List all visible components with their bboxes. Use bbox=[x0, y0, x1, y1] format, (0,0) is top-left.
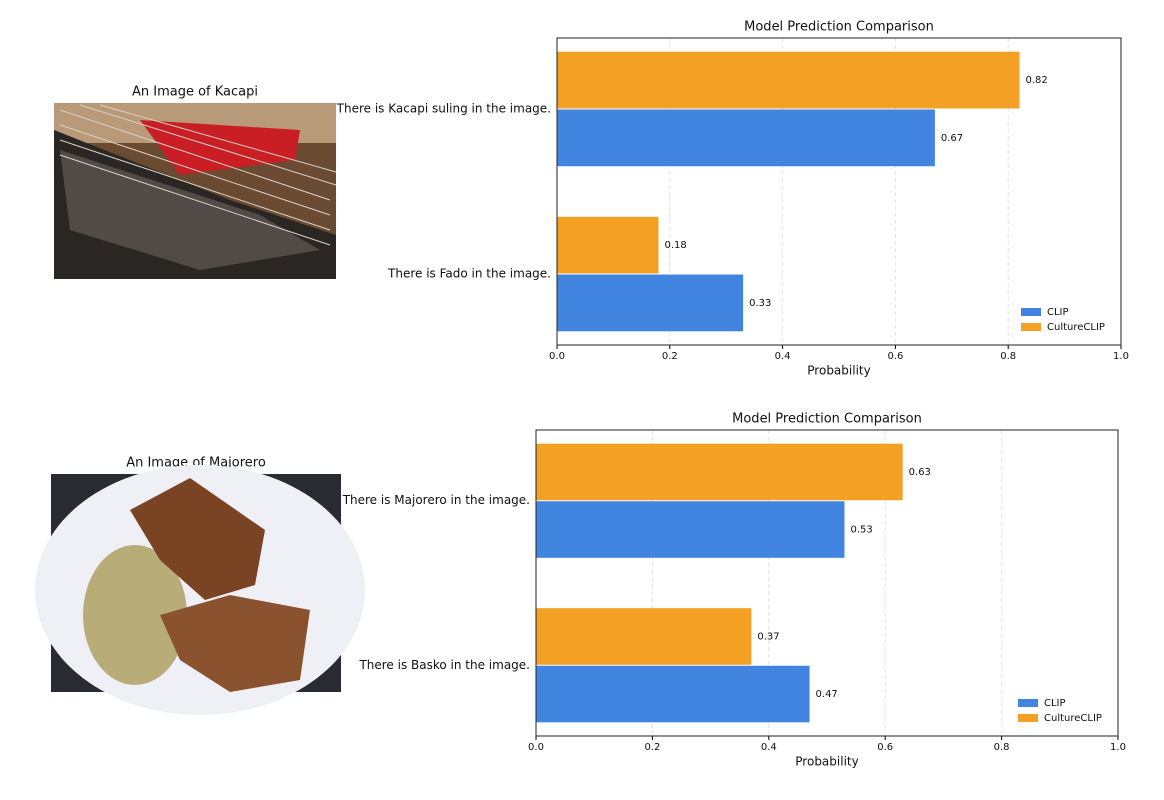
x-tick-label: 0.0 bbox=[528, 742, 544, 753]
chart-title: Model Prediction Comparison bbox=[732, 412, 922, 427]
value-label: 0.47 bbox=[816, 689, 838, 700]
legend-swatch bbox=[1021, 323, 1041, 331]
x-axis-label: Probability bbox=[795, 755, 858, 769]
bar bbox=[557, 274, 744, 332]
y-tick-label: There is Basko in the image. bbox=[358, 658, 530, 672]
y-tick-label: There is Majorero in the image. bbox=[342, 493, 530, 507]
value-label: 0.53 bbox=[850, 525, 872, 536]
bar bbox=[557, 51, 1020, 109]
x-tick-label: 1.0 bbox=[1113, 351, 1129, 362]
x-tick-label: 1.0 bbox=[1110, 742, 1126, 753]
image-title: An Image of Majorero bbox=[126, 456, 266, 471]
bar bbox=[536, 501, 845, 558]
value-label: 0.67 bbox=[941, 133, 963, 144]
bar bbox=[536, 608, 752, 665]
kacapi-photo bbox=[54, 103, 337, 279]
x-tick-label: 0.0 bbox=[549, 351, 565, 362]
x-tick-label: 0.8 bbox=[1000, 351, 1016, 362]
value-label: 0.18 bbox=[665, 240, 687, 251]
value-label: 0.82 bbox=[1025, 75, 1047, 86]
x-tick-label: 0.6 bbox=[877, 742, 893, 753]
legend-label: CLIP bbox=[1044, 698, 1066, 709]
plot-frame bbox=[556, 37, 1122, 346]
bar bbox=[536, 443, 903, 501]
x-tick-label: 0.2 bbox=[662, 351, 678, 362]
y-tick-label: There is Kacapi suling in the image. bbox=[336, 101, 551, 115]
image-title: An Image of Kacapi bbox=[132, 85, 258, 100]
y-tick-label: There is Fado in the image. bbox=[387, 267, 551, 281]
value-label: 0.63 bbox=[909, 467, 931, 478]
x-axis-label: Probability bbox=[807, 364, 870, 378]
x-tick-label: 0.4 bbox=[775, 351, 791, 362]
chart-title: Model Prediction Comparison bbox=[744, 20, 934, 35]
x-tick-label: 0.2 bbox=[644, 742, 660, 753]
bar bbox=[557, 109, 935, 167]
legend-label: CLIP bbox=[1047, 307, 1069, 318]
legend-label: CultureCLIP bbox=[1047, 322, 1105, 333]
x-tick-label: 0.6 bbox=[887, 351, 903, 362]
x-tick-label: 0.4 bbox=[761, 742, 777, 753]
bar bbox=[536, 665, 810, 723]
value-label: 0.33 bbox=[749, 298, 771, 309]
legend-label: CultureCLIP bbox=[1044, 713, 1102, 724]
majorero-photo bbox=[35, 465, 365, 715]
x-tick-label: 0.8 bbox=[994, 742, 1010, 753]
legend-swatch bbox=[1018, 699, 1038, 707]
plot-frame bbox=[535, 429, 1119, 737]
value-label: 0.37 bbox=[757, 631, 779, 642]
legend-swatch bbox=[1018, 714, 1038, 722]
bar bbox=[557, 216, 659, 274]
legend-swatch bbox=[1021, 308, 1041, 316]
